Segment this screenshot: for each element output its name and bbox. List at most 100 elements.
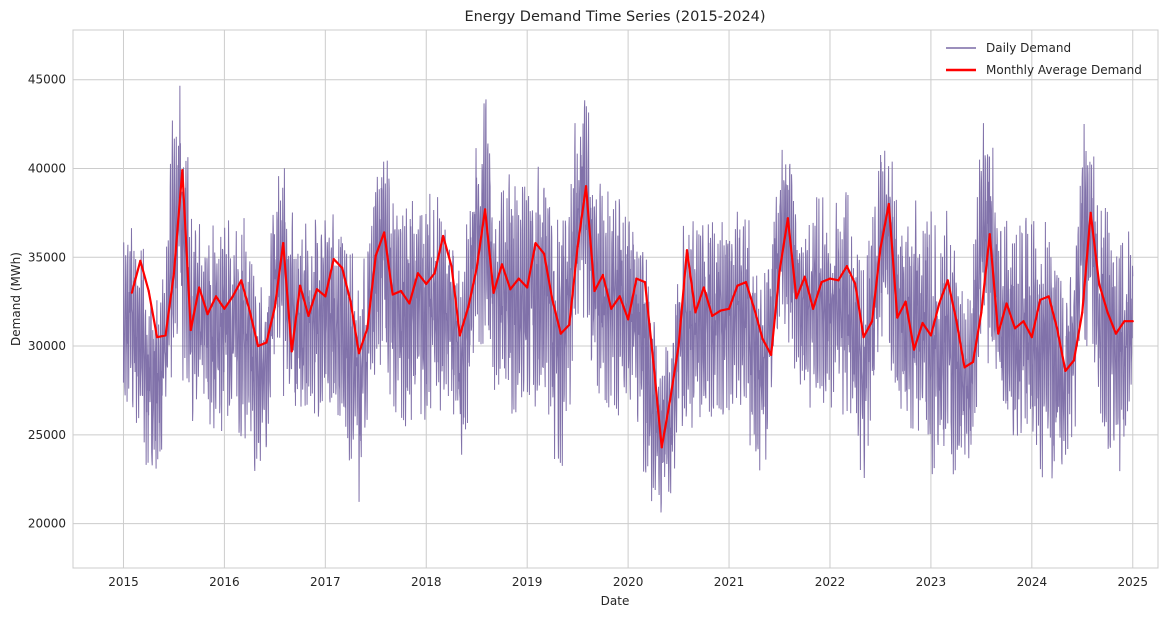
monthly-average-point [366,327,369,330]
monthly-average-point [997,332,1000,335]
y-tick-label: 45000 [28,73,66,87]
monthly-average-point [820,281,823,284]
monthly-average-point [551,298,554,301]
monthly-average-point [770,353,773,357]
monthly-average-point [467,305,470,309]
monthly-average-point [593,289,596,293]
x-tick-label: 2015 [108,575,139,589]
monthly-average-point [601,273,604,277]
monthly-average-point [206,312,209,316]
monthly-average-point [1098,282,1101,286]
monthly-average-point [584,185,588,188]
monthly-average-point [189,328,192,332]
monthly-average-point [719,309,722,312]
monthly-average-point [324,295,327,298]
monthly-average-point [736,284,739,287]
monthly-average-point [198,286,201,289]
monthly-average-point [904,300,907,303]
monthly-average-point [702,286,705,289]
monthly-average-point [256,344,260,348]
monthly-average-point [870,320,874,323]
monthly-average-point [248,309,251,312]
legend-label-monthly-average: Monthly Average Demand [986,63,1142,77]
monthly-average-point [980,311,983,314]
x-tick-label: 2022 [815,575,846,589]
monthly-average-point [172,272,176,275]
monthly-average-point [139,259,142,262]
plot-frame [72,29,1159,569]
monthly-average-point [231,295,234,298]
monthly-average-point [1005,302,1008,305]
monthly-average-point [862,336,865,339]
x-tick-label: 2023 [916,575,947,589]
monthly-average-point [610,307,613,310]
x-tick-label: 2024 [1017,575,1048,589]
monthly-average-point [1106,311,1109,314]
monthly-average-point [1022,320,1025,323]
monthly-average-point [147,289,150,293]
x-axis-ticks: 2015 2016 2017 2018 2019 2020 2021 2022 2023 2024… [108,575,1148,589]
monthly-average-point [669,398,672,401]
monthly-average-point [568,323,571,326]
legend-label-daily-demand: Daily Demand [986,41,1071,55]
monthly-average-point [694,311,697,314]
monthly-average-point [130,291,133,294]
monthly-average-point [357,352,361,355]
x-tick-label: 2021 [714,575,745,589]
monthly-average-point [298,284,302,287]
monthly-average-point [1030,336,1033,339]
monthly-average-point [786,217,789,220]
monthly-average-point [837,279,840,282]
monthly-average-point [643,281,647,284]
monthly-average-point [753,307,756,310]
monthly-average-point [509,288,512,291]
monthly-average-point [971,360,975,364]
monthly-average-point [929,334,933,337]
monthly-average-point [442,234,445,238]
monthly-average-point [341,266,344,270]
monthly-average-point [652,360,655,364]
monthly-average-point [879,247,882,250]
monthly-average-point [1055,327,1059,330]
monthly-average-point [534,241,537,245]
monthly-average-point [315,288,319,291]
monthly-average-point [887,202,890,206]
monthly-average-point [458,334,461,337]
monthly-average-point [921,321,924,325]
legend: Daily Demand Monthly Average Demand [946,41,1142,77]
monthly-average-point [475,266,478,270]
monthly-average-point [181,169,184,172]
monthly-average-point [374,254,377,257]
monthly-average-point [803,275,806,278]
y-axis-label: Demand (MWh) [9,252,23,346]
monthly-average-point [265,341,268,344]
monthly-average-point [164,334,167,337]
monthly-average-point [812,307,815,310]
monthly-average-point [542,252,546,255]
monthly-average-point [383,231,386,234]
monthly-average-point [332,257,335,261]
monthly-average-point [450,265,453,268]
monthly-average-point [433,272,436,275]
monthly-average-point [963,366,966,369]
x-tick-label: 2018 [411,575,442,589]
monthly-average-point [155,336,159,339]
monthly-average-point [912,348,916,351]
monthly-average-point [1131,320,1134,323]
monthly-average-point [955,318,958,321]
monthly-average-point [988,233,991,236]
monthly-average-point [240,279,243,282]
monthly-average-point [854,282,857,286]
x-tick-label: 2016 [209,575,240,589]
monthly-average-point [273,305,276,309]
x-tick-label: 2019 [512,575,543,589]
monthly-average-point [627,318,630,321]
monthly-average-point [576,245,579,248]
x-tick-label: 2020 [613,575,644,589]
monthly-average-point [1039,298,1042,301]
monthly-average-point [896,316,899,319]
monthly-average-point [282,241,285,245]
monthly-average-point [711,314,714,317]
monthly-average-point [391,293,394,296]
